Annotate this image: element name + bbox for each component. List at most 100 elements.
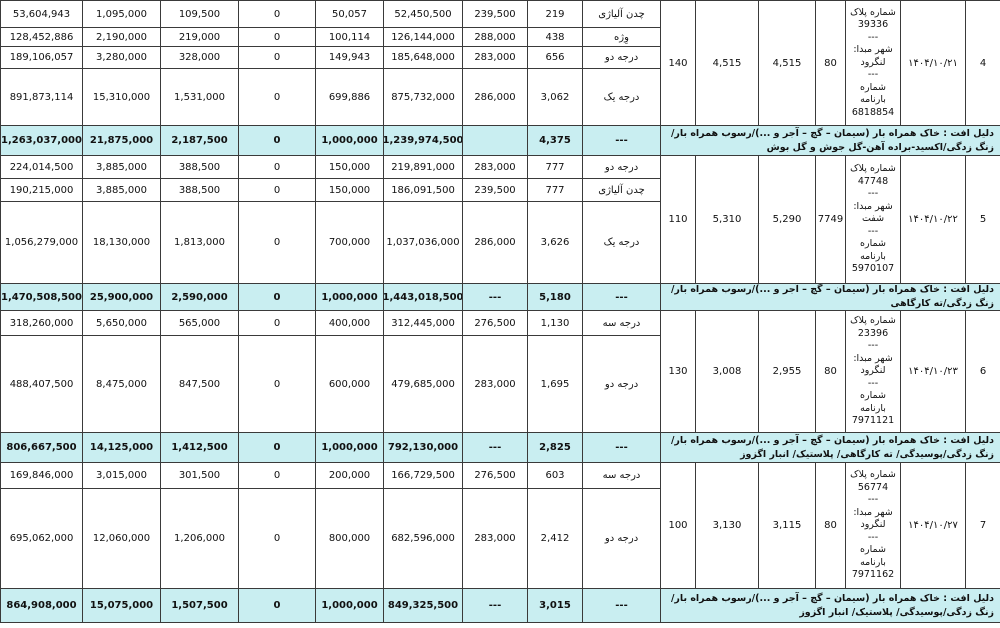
value-cell: 7749 — [815, 155, 846, 284]
value-cell: 5,650,000 — [82, 310, 161, 336]
summary-cell: 806,667,500 — [0, 432, 83, 463]
plate-info: شماره پلاک 47748 --- شهر مبدا: شفت --- شماره ب… — [845, 155, 901, 284]
summary-cell: 3,015 — [527, 588, 583, 623]
value-cell: 565,000 — [160, 310, 239, 336]
summary-cell: 1,000,000 — [315, 283, 384, 311]
summary-cell: 2,187,500 — [160, 125, 239, 156]
value-cell: 166,729,500 — [383, 462, 463, 489]
value-cell: 130 — [660, 310, 696, 433]
value-cell: 8,475,000 — [82, 335, 161, 433]
summary-cell: --- — [582, 283, 661, 311]
value-cell: 328,000 — [160, 46, 239, 69]
value-cell: 283,000 — [462, 46, 528, 69]
value-cell: 109,500 — [160, 0, 239, 28]
summary-cell: 849,325,500 — [383, 588, 463, 623]
value-cell: 3,280,000 — [82, 46, 161, 69]
summary-cell: 4,375 — [527, 125, 583, 156]
value-cell: 288,000 — [462, 27, 528, 47]
value-cell: 239,500 — [462, 0, 528, 28]
date-cell: ۱۴۰۴/۱۰/۲۱ — [900, 0, 966, 126]
grade-cell: درجه دو — [582, 335, 661, 433]
summary-cell: 0 — [238, 432, 316, 463]
value-cell: 150,000 — [315, 155, 384, 179]
value-cell: 388,500 — [160, 178, 239, 202]
summary-cell: 2,825 — [527, 432, 583, 463]
plate-line: --- — [867, 340, 879, 352]
summary-cell: 5,180 — [527, 283, 583, 311]
value-cell: 479,685,000 — [383, 335, 463, 433]
grade-cell: وِژه — [582, 27, 661, 47]
value-cell: 12,060,000 — [82, 488, 161, 589]
value-cell: 5,290 — [758, 155, 816, 284]
value-cell: 777 — [527, 155, 583, 179]
plate-line: شهر مبدا: — [853, 200, 893, 212]
value-cell: 0 — [238, 27, 316, 47]
value-cell: 18,130,000 — [82, 201, 161, 284]
grade-cell: درجه دو — [582, 46, 661, 69]
plate-line: --- — [867, 225, 879, 237]
value-cell: 190,215,000 — [0, 178, 83, 202]
grade-cell: درجه یک — [582, 68, 661, 126]
value-cell: 699,886 — [315, 68, 384, 126]
value-cell: 4,515 — [695, 0, 759, 126]
value-cell: 0 — [238, 68, 316, 126]
value-cell: 200,000 — [315, 462, 384, 489]
value-cell: 283,000 — [462, 488, 528, 589]
grade-cell: چدن آلیاژی — [582, 178, 661, 202]
value-cell: 400,000 — [315, 310, 384, 336]
summary-cell: 1,239,974,500 — [383, 125, 463, 156]
row-number: 6 — [965, 310, 1000, 433]
summary-cell: --- — [582, 125, 661, 156]
summary-cell: 0 — [238, 283, 316, 311]
value-cell: 847,500 — [160, 335, 239, 433]
plate-line: 47748 — [857, 175, 889, 187]
plate-info: شماره پلاک 56774 --- شهر مبدا: لنگرود --- شمار… — [845, 462, 901, 589]
value-cell: 100 — [660, 462, 696, 589]
value-cell: 600,000 — [315, 335, 384, 433]
plate-info: شماره پلاک 39336 --- شهر مبدا: لنگرود --- شمار… — [845, 0, 901, 126]
plate-line: شماره پلاک — [850, 315, 896, 327]
plate-line: لنگرود — [860, 519, 886, 531]
grade-cell: چدن آلیاژی — [582, 0, 661, 28]
value-cell: 1,813,000 — [160, 201, 239, 284]
summary-cell: --- — [462, 283, 528, 311]
date-cell: ۱۴۰۴/۱۰/۲۳ — [900, 310, 966, 433]
plate-line: شماره بارنامه — [860, 238, 886, 262]
value-cell: 0 — [238, 178, 316, 202]
plate-line: شهر مبدا: — [853, 44, 893, 56]
value-cell: 149,943 — [315, 46, 384, 69]
value-cell: 4,515 — [758, 0, 816, 126]
summary-cell: 1,443,018,500 — [383, 283, 463, 311]
value-cell: 219,000 — [160, 27, 239, 47]
value-cell: 53,604,943 — [0, 0, 83, 28]
value-cell: 286,000 — [462, 201, 528, 284]
summary-cell: 14,125,000 — [82, 432, 161, 463]
value-cell: 388,500 — [160, 155, 239, 179]
summary-cell: 2,590,000 — [160, 283, 239, 311]
value-cell: 128,452,886 — [0, 27, 83, 47]
grade-cell: درجه سه — [582, 462, 661, 489]
plate-line: شماره پلاک — [850, 469, 896, 481]
value-cell: 186,091,500 — [383, 178, 463, 202]
summary-cell: 21,875,000 — [82, 125, 161, 156]
value-cell: 1,037,036,000 — [383, 201, 463, 284]
summary-cell: 15,075,000 — [82, 588, 161, 623]
value-cell: 0 — [238, 155, 316, 179]
reason-cell: دلیل افت : خاک همراه بار (سیمان – گچ – آ… — [660, 125, 1000, 156]
plate-line: شماره بارنامه — [860, 390, 886, 414]
value-cell: 488,407,500 — [0, 335, 83, 433]
plate-line: شماره بارنامه — [860, 544, 886, 568]
reason-cell: دلیل افت : خاک همراه بار (سیمان – گچ – آ… — [660, 283, 1000, 311]
summary-cell — [462, 125, 528, 156]
summary-cell: --- — [582, 432, 661, 463]
plate-line: 7971121 — [851, 415, 895, 427]
value-cell: 3,008 — [695, 310, 759, 433]
date-cell: ۱۴۰۴/۱۰/۲۷ — [900, 462, 966, 589]
value-cell: 0 — [238, 201, 316, 284]
value-cell: 169,846,000 — [0, 462, 83, 489]
value-cell: 777 — [527, 178, 583, 202]
value-cell: 3,062 — [527, 68, 583, 126]
value-cell: 2,190,000 — [82, 27, 161, 47]
value-cell: 239,500 — [462, 178, 528, 202]
summary-cell: --- — [582, 588, 661, 623]
